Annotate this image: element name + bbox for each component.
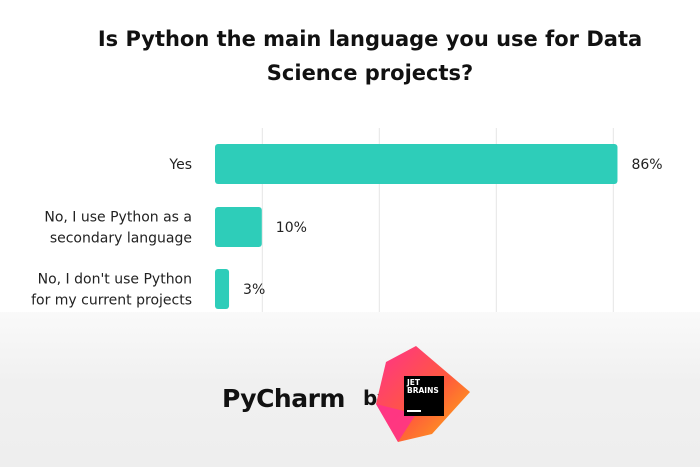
bar (215, 269, 230, 309)
bottom-fade-overlay (0, 312, 700, 467)
data-labels: 86% 10% 3% (243, 157, 663, 298)
branding: PyCharm by (222, 378, 390, 418)
category-labels: Yes No, I use Python as a secondary langua… (31, 157, 192, 309)
chart-title-line: Science projects? (266, 61, 474, 85)
pycharm-wordmark: PyCharm (222, 383, 345, 413)
bars (215, 144, 618, 309)
category-label-line: for my current projects (31, 293, 192, 309)
data-label: 86% (631, 157, 662, 173)
bar (215, 144, 618, 184)
data-label: 10% (276, 220, 307, 236)
category-label-line: No, I use Python as a (44, 210, 192, 226)
category-label: No, I don't use Python for my current pro… (31, 272, 192, 309)
jetbrains-logo-text-line: JET (407, 378, 421, 387)
bar (215, 207, 262, 247)
category-label: Yes (168, 157, 192, 173)
chart-title-line: Is Python the main language you use for … (97, 27, 643, 51)
jetbrains-logo-text: JET BRAINS (407, 379, 439, 395)
jetbrains-logo-icon: JET BRAINS (372, 342, 474, 444)
jetbrains-logo-text-line: BRAINS (407, 386, 439, 395)
category-label-line: No, I don't use Python (38, 272, 192, 288)
chart-title: Is Python the main language you use for … (60, 22, 680, 90)
jetbrains-logo-square: JET BRAINS (404, 376, 444, 416)
jetbrains-logo-bar (407, 410, 421, 412)
category-label: No, I use Python as a secondary language (44, 210, 192, 247)
category-label-line: secondary language (50, 231, 192, 247)
data-label: 3% (243, 282, 265, 298)
category-label-line: Yes (168, 157, 192, 173)
